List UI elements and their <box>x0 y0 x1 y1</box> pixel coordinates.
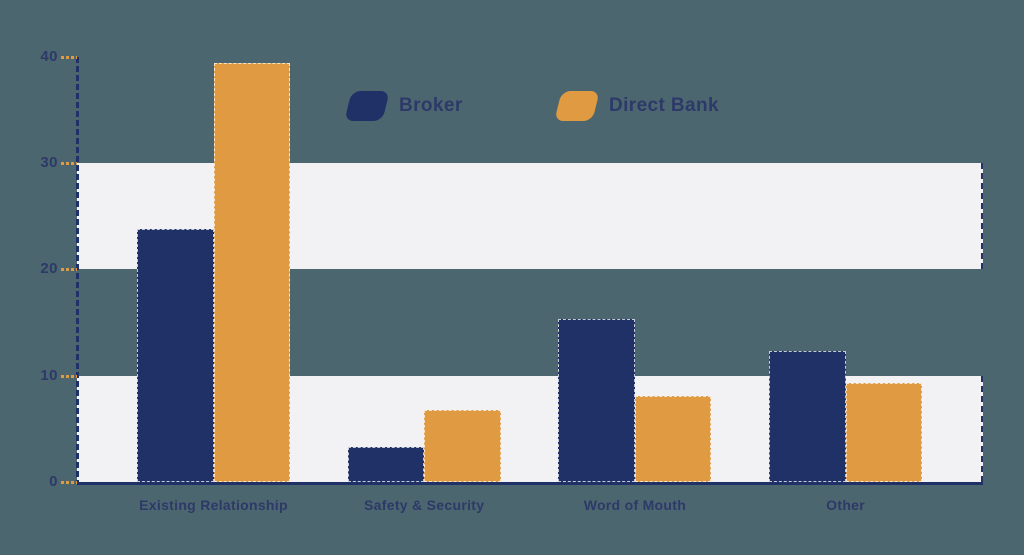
x-category-label: Other <box>826 497 866 513</box>
bar-broker <box>769 351 846 482</box>
legend-item-broker: Broker <box>344 90 463 122</box>
direct-bank-swatch-icon <box>554 91 600 121</box>
legend-label-direct-bank: Direct Bank <box>609 95 719 116</box>
bar-broker <box>137 228 214 482</box>
bar-direct-bank <box>424 409 501 482</box>
y-tick <box>61 268 77 272</box>
y-tick-label: 30 <box>40 153 58 171</box>
y-tick-label: 20 <box>40 260 58 278</box>
x-category-label: Safety & Security <box>364 497 485 513</box>
y-tick-label: 40 <box>40 47 58 65</box>
bar-broker <box>347 446 425 482</box>
legend-item-direct-bank: Direct Bank <box>554 90 719 122</box>
x-category-label: Existing Relationship <box>139 497 288 513</box>
y-tick-label: 10 <box>40 366 58 384</box>
x-axis-line <box>77 482 983 485</box>
y-tick <box>61 374 77 378</box>
x-category-label: Word of Mouth <box>583 497 687 513</box>
bar-direct-bank <box>213 62 290 482</box>
y-tick-label: 0 <box>49 473 58 490</box>
y-tick <box>61 481 77 484</box>
bar-direct-bank <box>845 383 923 482</box>
bar-broker <box>558 319 635 482</box>
y-axis-line <box>76 57 79 482</box>
y-tick <box>61 161 77 165</box>
broker-swatch-icon <box>344 91 390 121</box>
y-tick <box>61 55 77 59</box>
bar-direct-bank <box>634 395 712 482</box>
legend-label-broker: Broker <box>399 95 463 116</box>
